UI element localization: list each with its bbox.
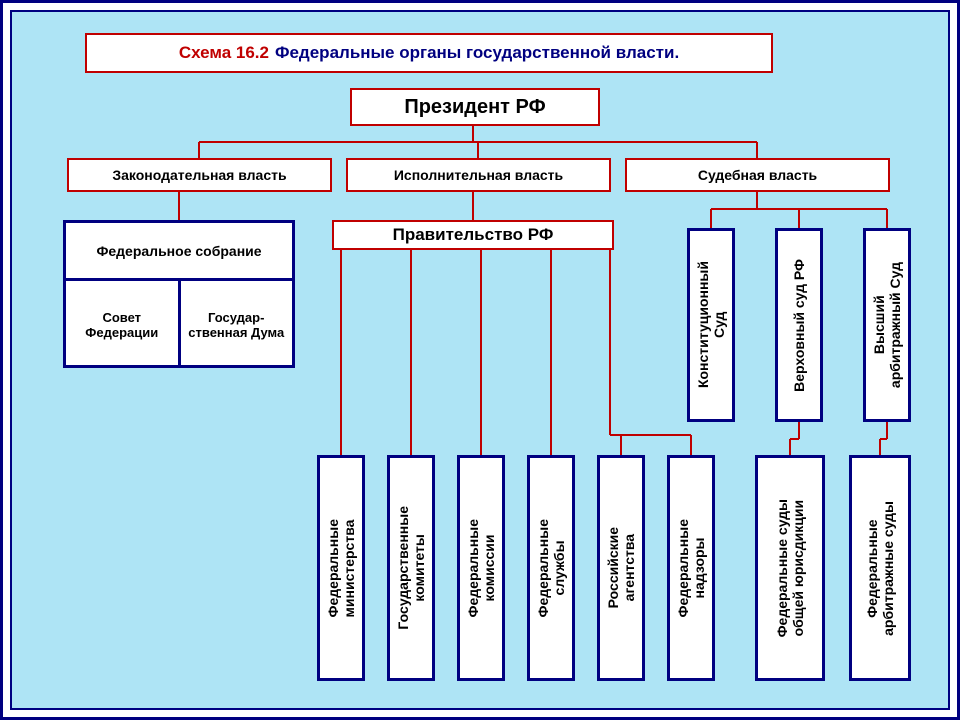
node-state-duma: Государ- ственная Дума: [181, 281, 293, 368]
judicial-label: Судебная власть: [698, 167, 817, 184]
node-federal-arbitration-courts: Федеральные арбитражные суды: [849, 455, 911, 681]
federal-ministries-label: Федеральные министерства: [325, 519, 357, 617]
node-president: Президент РФ: [350, 88, 600, 126]
president-label: Президент РФ: [404, 95, 545, 119]
federal-oversight-label: Федеральные надзоры: [675, 519, 707, 617]
diagram-title-box: Схема 16.2 Федеральные органы государств…: [85, 33, 773, 73]
node-federal-oversight: Федеральные надзоры: [667, 455, 715, 681]
node-federal-ministries: Федеральные министерства: [317, 455, 365, 681]
federal-assembly-title: Федеральное собрание: [66, 223, 292, 281]
node-federation-council: Совет Федерации: [66, 281, 181, 368]
node-judicial-branch: Судебная власть: [625, 158, 890, 192]
constitutional-court-label: Конституционный Суд: [695, 261, 727, 388]
node-legislative-branch: Законодательная власть: [67, 158, 332, 192]
node-russian-agencies: Российские агентства: [597, 455, 645, 681]
diagram-frame: Схема 16.2 Федеральные органы государств…: [0, 0, 960, 720]
node-federal-assembly: Федеральное собрание Совет Федерации Гос…: [63, 220, 295, 368]
node-government: Правительство РФ: [332, 220, 614, 250]
federal-services-label: Федеральные службы: [535, 519, 567, 617]
federal-commissions-label: Федеральные комиссии: [465, 519, 497, 617]
legislative-label: Законодательная власть: [112, 167, 286, 184]
supreme-court-label: Верховный суд РФ: [791, 259, 807, 392]
high-arbitration-court-label: Высший арбитражный Суд: [871, 262, 903, 388]
node-federal-commissions: Федеральные комиссии: [457, 455, 505, 681]
node-state-committees: Государственные комитеты: [387, 455, 435, 681]
government-label: Правительство РФ: [393, 225, 554, 245]
executive-label: Исполнительная власть: [394, 167, 563, 184]
general-jurisdiction-courts-label: Федеральные суды общей юрисдикции: [774, 499, 806, 637]
state-committees-label: Государственные комитеты: [395, 506, 427, 630]
federal-arbitration-courts-label: Федеральные арбитражные суды: [864, 501, 896, 636]
node-supreme-court: Верховный суд РФ: [775, 228, 823, 422]
node-constitutional-court: Конституционный Суд: [687, 228, 735, 422]
node-general-jurisdiction-courts: Федеральные суды общей юрисдикции: [755, 455, 825, 681]
node-federal-services: Федеральные службы: [527, 455, 575, 681]
scheme-label: Схема 16.2: [179, 43, 269, 63]
russian-agencies-label: Российские агентства: [605, 527, 637, 608]
diagram-title: Федеральные органы государственной власт…: [275, 43, 679, 63]
node-executive-branch: Исполнительная власть: [346, 158, 611, 192]
node-high-arbitration-court: Высший арбитражный Суд: [863, 228, 911, 422]
